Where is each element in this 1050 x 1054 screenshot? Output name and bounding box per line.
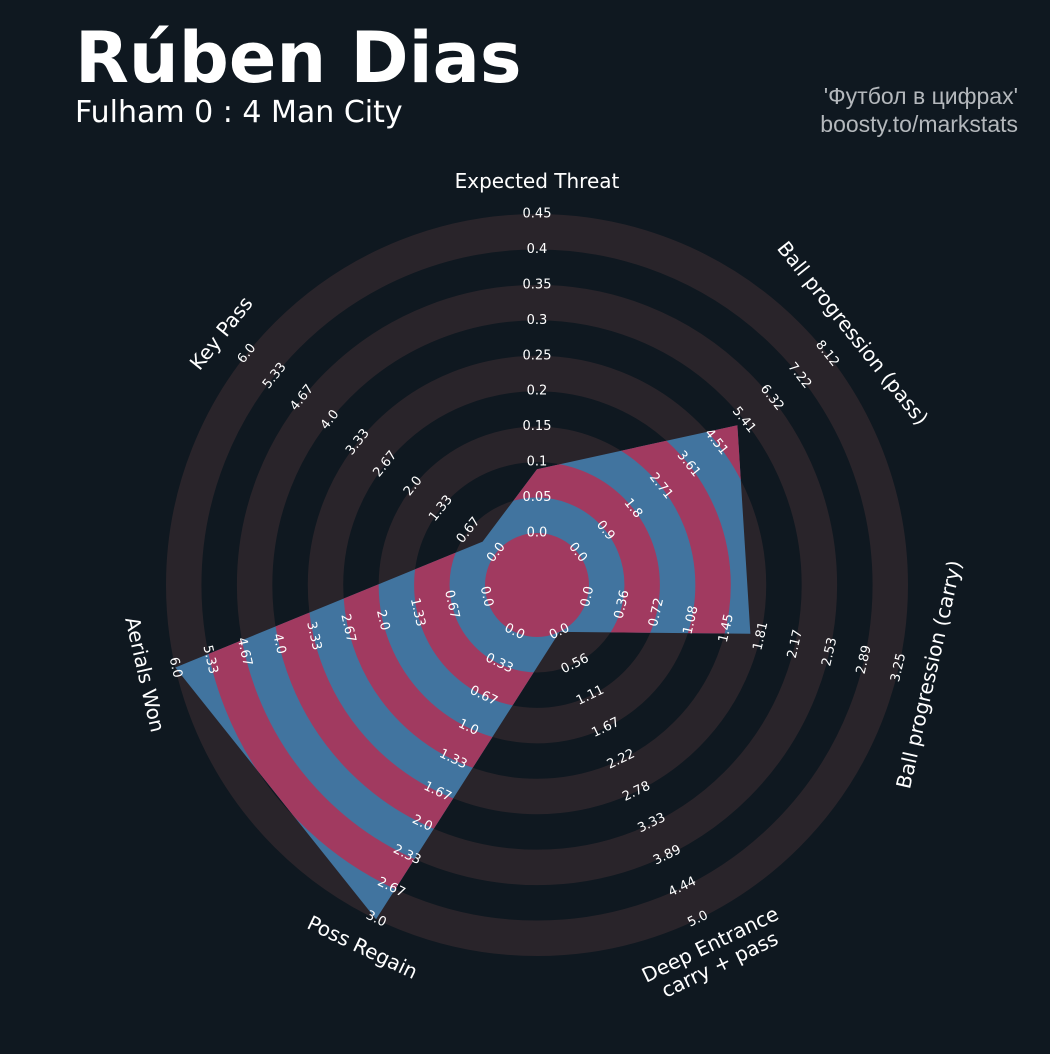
axis-label: Expected Threat xyxy=(455,169,620,193)
tick-label: 6.0 xyxy=(166,656,185,680)
tick-label: 0.25 xyxy=(523,348,552,363)
tick-label: 2.53 xyxy=(819,636,840,668)
tick-label: 0.05 xyxy=(523,490,552,505)
tick-label: 0.36 xyxy=(612,589,633,621)
chart-title: Rúben Dias xyxy=(75,17,522,99)
tick-label: 0.2 xyxy=(527,384,548,399)
tick-label: 4.67 xyxy=(234,636,255,668)
tick-label: 0.45 xyxy=(523,207,552,222)
tick-label: 0.15 xyxy=(523,419,552,434)
ring-band xyxy=(307,355,767,815)
tick-label: 4.0 xyxy=(269,632,288,656)
credit: boosty.to/markstats xyxy=(820,111,1018,137)
tick-label: 0.72 xyxy=(646,597,667,629)
radar: 0.0 0.05 0.1 0.15 0.2 0.25 0.3 0.35 0.4 0.45 Expec… xyxy=(121,169,966,1003)
axis-label-line: Aerials Won xyxy=(121,614,171,734)
ring-band xyxy=(166,214,908,956)
tick-label: 0.0 xyxy=(578,585,597,609)
tick-label: 1.08 xyxy=(681,604,702,636)
tick-label: 0.1 xyxy=(527,455,548,470)
axis-label: Aerials Won xyxy=(121,614,171,734)
tick-label: 0.0 xyxy=(527,526,548,541)
chart-subtitle: Fulham 0 : 4 Man City xyxy=(75,95,403,130)
tick-label: 0.4 xyxy=(527,242,548,257)
tick-label: 1.45 xyxy=(716,612,737,644)
tick-label: 3.33 xyxy=(303,620,324,652)
tick-label: 2.67 xyxy=(337,612,358,644)
tick-label: 2.0 xyxy=(373,608,392,632)
tick-label: 0.35 xyxy=(523,277,552,292)
tick-label: 1.81 xyxy=(750,620,771,652)
tick-label: 2.89 xyxy=(854,644,875,676)
tick-label: 0.67 xyxy=(441,589,462,621)
tick-label: 2.17 xyxy=(785,628,806,660)
center-circle xyxy=(485,533,589,637)
tick-label: 3.25 xyxy=(888,652,909,684)
tick-label: 0.0 xyxy=(477,585,496,609)
axis-label-line: Expected Threat xyxy=(455,169,620,193)
tick-label: 5.33 xyxy=(199,644,220,676)
ring-band xyxy=(236,284,838,886)
credit: 'Футбол в цифрах' xyxy=(824,83,1018,109)
tick-label: 1.33 xyxy=(407,597,428,629)
tick-label: 0.3 xyxy=(527,313,548,328)
